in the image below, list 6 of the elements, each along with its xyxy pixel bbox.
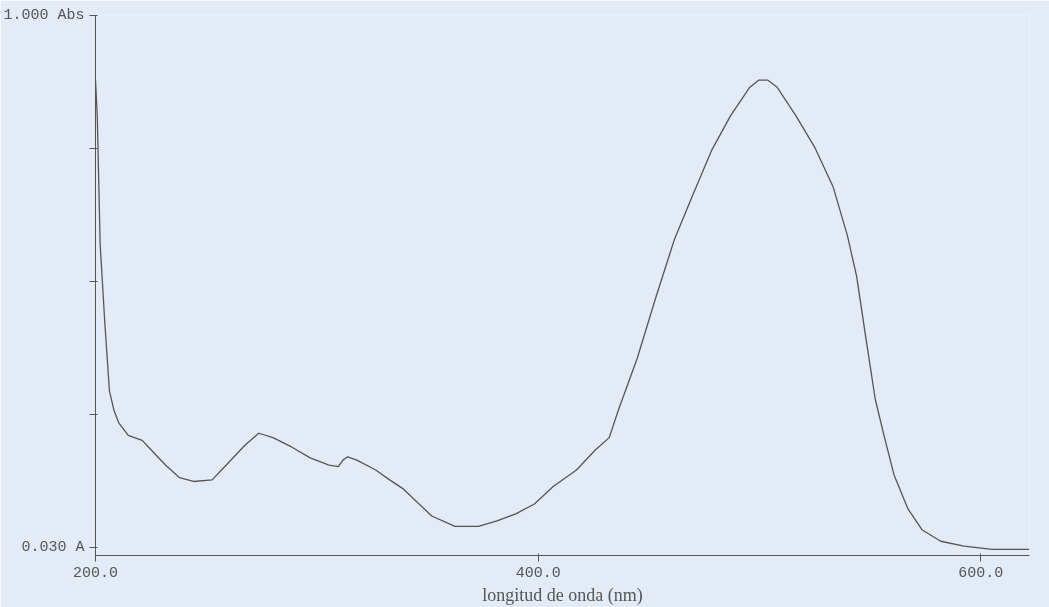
x-tick-label: 600.0 xyxy=(958,564,1004,582)
x-tick-label: 400.0 xyxy=(515,564,561,582)
x-axis-title: longitud de onda (nm) xyxy=(482,584,643,606)
y-tick-label: 0.030 A xyxy=(21,538,85,556)
y-tick-label: 1.000 Abs xyxy=(3,7,85,24)
x-tick-label: 200.0 xyxy=(73,564,119,582)
